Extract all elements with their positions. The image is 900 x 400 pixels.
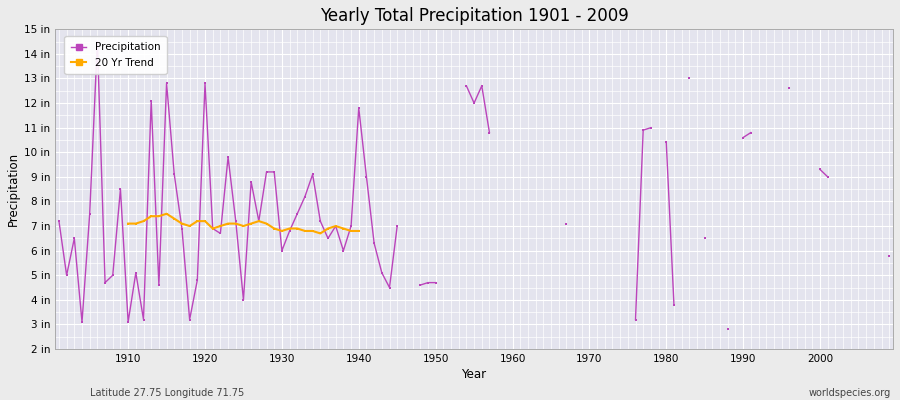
Text: Latitude 27.75 Longitude 71.75: Latitude 27.75 Longitude 71.75 xyxy=(90,388,244,398)
Y-axis label: Precipitation: Precipitation xyxy=(7,152,20,226)
Title: Yearly Total Precipitation 1901 - 2009: Yearly Total Precipitation 1901 - 2009 xyxy=(320,7,628,25)
Legend: Precipitation, 20 Yr Trend: Precipitation, 20 Yr Trend xyxy=(65,36,166,74)
X-axis label: Year: Year xyxy=(462,368,487,381)
Text: worldspecies.org: worldspecies.org xyxy=(809,388,891,398)
